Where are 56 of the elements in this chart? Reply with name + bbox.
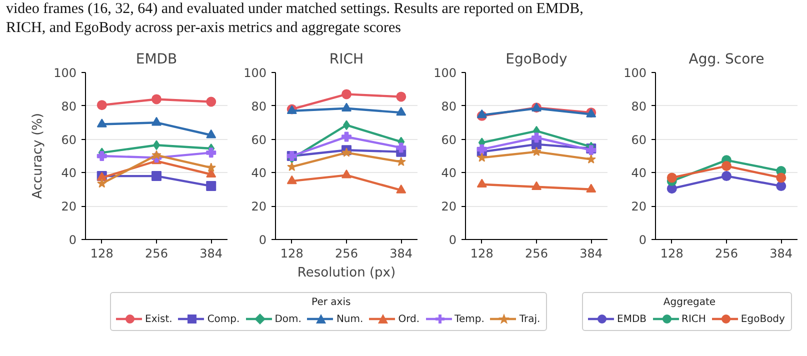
legend-label: Dom.: [274, 314, 302, 326]
y-tick-label: 60: [251, 132, 267, 147]
y-tick-label: 20: [251, 200, 267, 214]
y-axis-title: Accuracy (%): [30, 113, 46, 199]
y-tick-label: 0: [448, 233, 457, 247]
legend-label: Comp.: [207, 314, 240, 326]
legend-label: Exist.: [145, 314, 172, 326]
y-tick-label: 100: [244, 66, 266, 80]
legend-title: Aggregate: [662, 296, 717, 310]
y-tick-label: 100: [624, 66, 646, 80]
x-axis-title: Resolution (px): [297, 266, 396, 280]
legend-label: EMDB: [617, 314, 647, 326]
legend-label: Temp.: [454, 314, 484, 326]
legend-title: Per axis: [310, 296, 352, 310]
x-tick-label: 256: [335, 246, 358, 260]
y-tick-label: 40: [631, 166, 647, 180]
text: RICH, and EgoBody across per-axis metrics and aggregate scores: [6, 19, 402, 38]
chart-title: Agg. Score: [688, 52, 764, 68]
y-tick-label: 80: [441, 99, 457, 114]
x-tick-label: 384: [580, 246, 603, 260]
legend-label: RICH: [682, 314, 706, 326]
y-tick-label: 40: [61, 166, 77, 180]
x-tick-label: 128: [470, 246, 494, 260]
y-tick-label: 80: [61, 99, 77, 114]
y-tick-label: 20: [441, 200, 457, 214]
x-tick-label: 384: [390, 246, 413, 260]
y-tick-label: 100: [54, 66, 76, 80]
chart-title: EMDB: [136, 52, 178, 68]
x-tick-label: 256: [715, 246, 738, 260]
y-tick-label: 20: [631, 200, 647, 214]
x-tick-label: 256: [145, 246, 168, 260]
chart-title: RICH: [329, 52, 364, 68]
y-tick-label: 40: [251, 166, 267, 180]
y-tick-label: 60: [61, 132, 77, 147]
y-tick-label: 20: [61, 200, 77, 214]
y-tick-label: 0: [68, 233, 77, 247]
y-tick-label: 60: [441, 132, 457, 147]
y-tick-label: 100: [434, 66, 456, 80]
legend-label: Traj.: [519, 314, 540, 326]
y-tick-label: 40: [441, 166, 457, 180]
x-tick-label: 384: [770, 246, 793, 260]
text: video frames (16, 32, 64) and evaluated under matched settings. Results are reported on EMDB,: [6, 0, 584, 19]
y-tick-label: 0: [258, 233, 267, 247]
y-tick-label: 60: [631, 132, 647, 147]
x-tick-label: 128: [90, 246, 114, 260]
y-tick-label: 80: [251, 99, 267, 114]
legend-label: Ord.: [398, 314, 420, 326]
y-tick-label: 0: [638, 233, 647, 247]
x-tick-label: 128: [660, 246, 684, 260]
chart-title: EgoBody: [506, 52, 568, 68]
legend-label: EgoBody: [740, 314, 785, 326]
x-tick-label: 384: [200, 246, 223, 260]
y-tick-label: 80: [631, 99, 647, 114]
x-tick-label: 256: [525, 246, 548, 260]
legend-label: Num.: [336, 314, 364, 326]
x-tick-label: 128: [280, 246, 304, 260]
